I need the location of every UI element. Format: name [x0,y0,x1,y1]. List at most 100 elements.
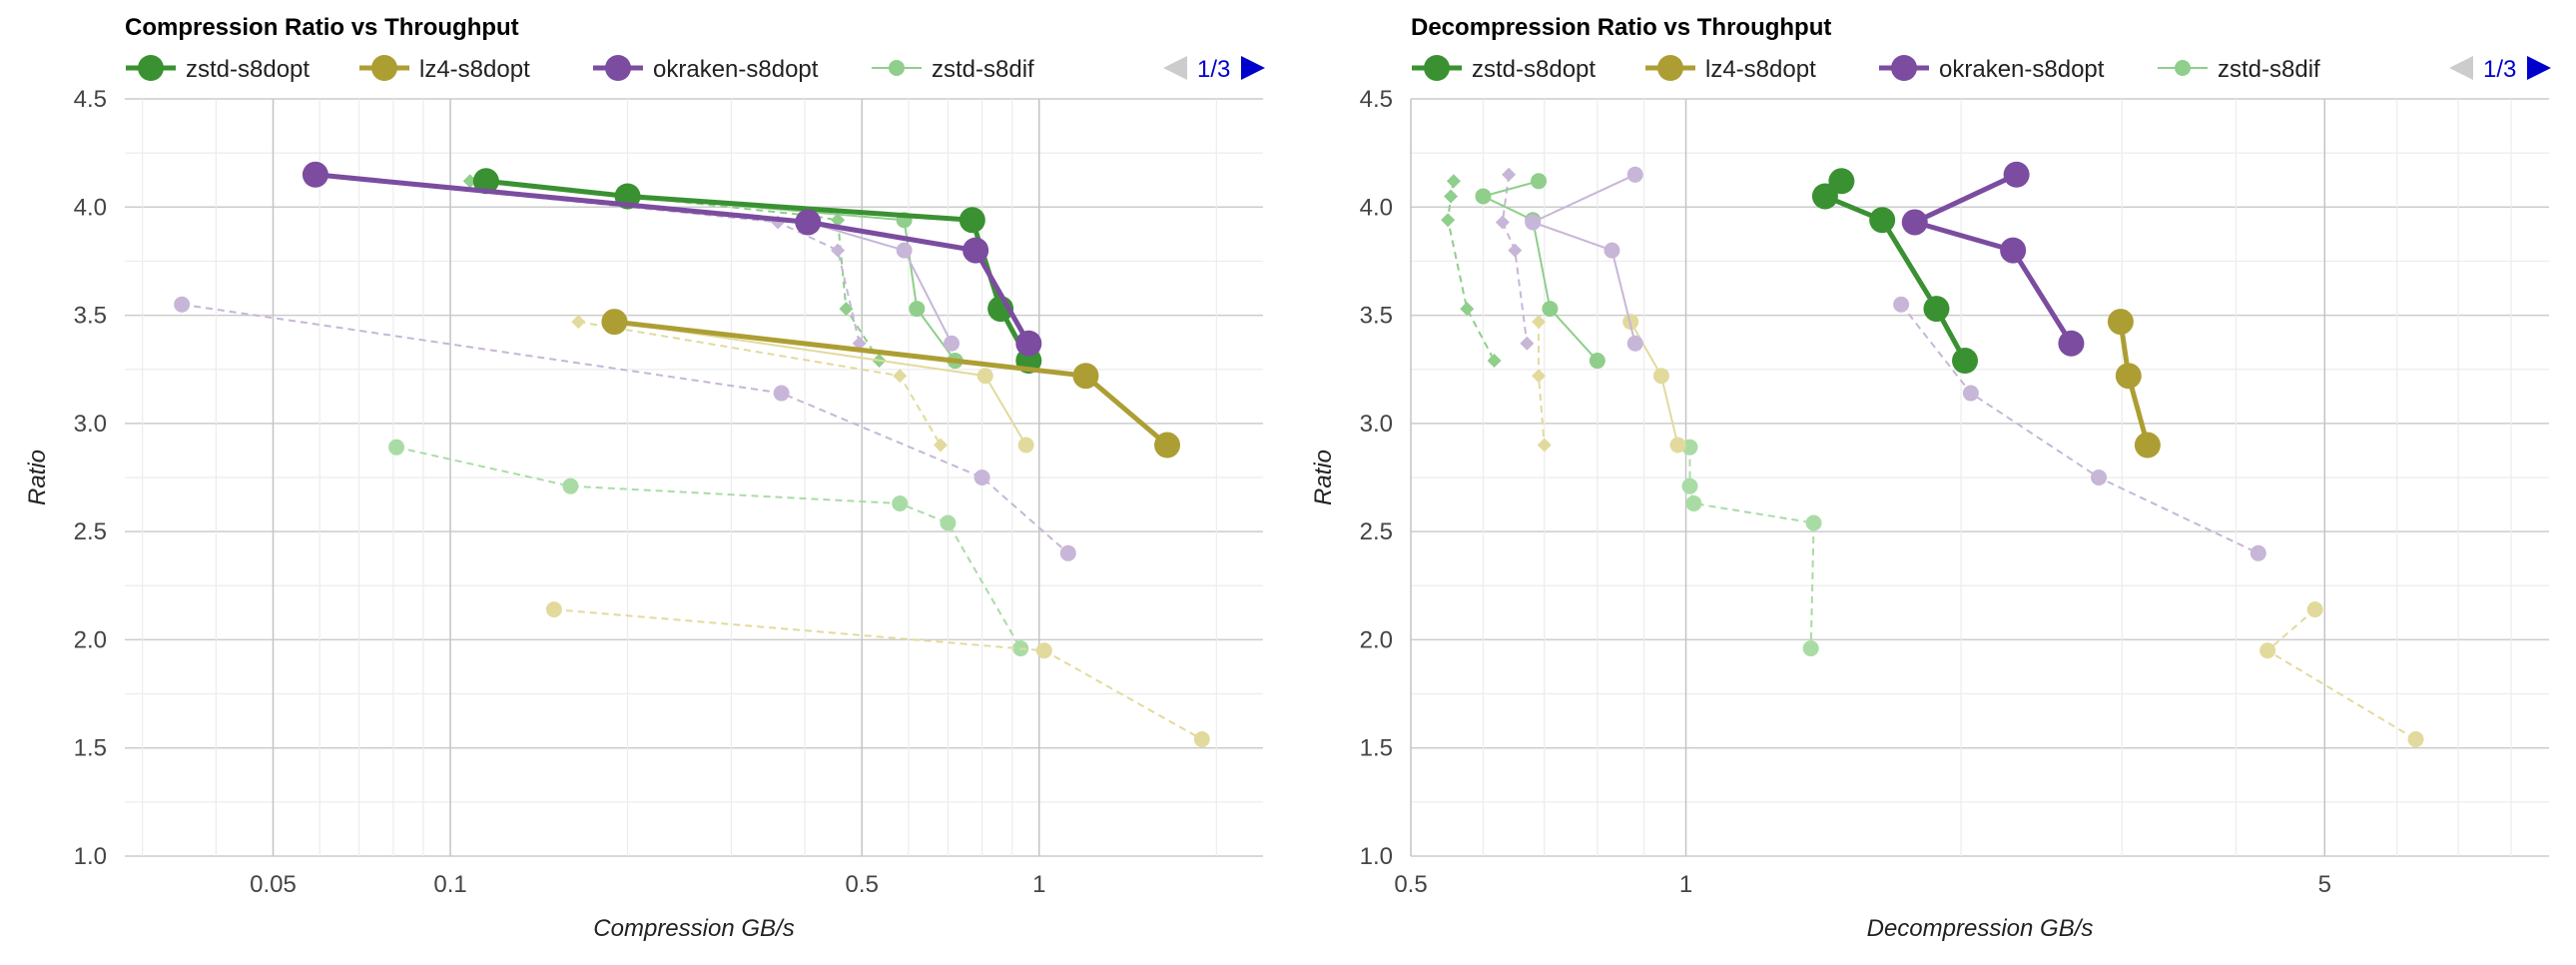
data-point[interactable] [1460,302,1475,317]
legend-marker [889,60,905,76]
data-point[interactable] [562,478,579,494]
data-point[interactable] [302,161,328,188]
data-point[interactable] [472,168,499,195]
data-point[interactable] [2115,363,2142,390]
data-point[interactable] [2058,330,2085,357]
data-point[interactable] [1811,183,1838,210]
data-point[interactable] [1532,369,1547,384]
legend-item-zstd-s8dopt[interactable]: zstd-s8dopt [126,55,310,83]
data-point[interactable] [174,296,191,313]
data-point[interactable] [1669,437,1686,454]
data-point[interactable] [1869,207,1896,234]
pager-prev-icon[interactable] [1163,56,1187,80]
data-point[interactable] [944,335,961,352]
series-okraken-faint-9 [1525,166,1643,352]
data-point[interactable] [1035,642,1052,659]
data-point[interactable] [1893,296,1910,313]
series-okraken-s8dopt [1901,161,2085,357]
data-point[interactable] [1072,363,1099,390]
data-point[interactable] [1589,353,1606,370]
data-point[interactable] [976,368,993,385]
data-point[interactable] [1475,188,1492,205]
data-point[interactable] [1681,478,1698,494]
data-point[interactable] [1604,242,1620,259]
legend-item-lz4-s8dopt[interactable]: lz4-s8dopt [359,55,530,83]
data-point[interactable] [2259,642,2276,659]
series-zstd-s8dopt [472,168,1042,375]
legend-item-okraken-s8dopt[interactable]: okraken-s8dopt [1879,55,2105,83]
y-tick-label: 3.0 [1360,411,1393,438]
data-point[interactable] [1193,731,1210,748]
legend-item-zstd-s8dif[interactable]: zstd-s8dif [872,56,1034,83]
data-point[interactable] [1802,640,1819,657]
data-point[interactable] [893,369,908,384]
data-point[interactable] [1652,368,1669,385]
data-point[interactable] [1901,209,1928,236]
data-point[interactable] [959,207,985,234]
data-point[interactable] [1017,437,1034,454]
data-point[interactable] [571,315,586,330]
data-point[interactable] [2107,309,2134,336]
data-point[interactable] [601,309,628,336]
pager-prev-icon[interactable] [2449,56,2473,80]
data-point[interactable] [1154,432,1181,459]
data-point[interactable] [1487,354,1502,369]
y-tick-label: 4.5 [74,86,107,113]
data-point[interactable] [1626,166,1643,183]
data-point[interactable] [1015,330,1042,357]
data-point[interactable] [1685,494,1702,511]
data-point[interactable] [892,494,909,511]
data-point[interactable] [1495,215,1510,230]
data-point[interactable] [1626,335,1643,352]
data-point[interactable] [852,336,867,351]
series-line [1688,447,1815,649]
data-point[interactable] [2407,731,2424,748]
data-point[interactable] [933,438,948,453]
data-point[interactable] [388,439,405,456]
legend-item-zstd-s8dif[interactable]: zstd-s8dif [2158,56,2320,83]
data-point[interactable] [1520,336,1535,351]
data-point[interactable] [1441,213,1456,228]
data-point[interactable] [909,301,926,318]
data-point[interactable] [1537,438,1552,453]
data-point[interactable] [2003,161,2030,188]
data-point[interactable] [1508,243,1523,258]
data-point[interactable] [1502,167,1517,182]
data-point[interactable] [831,243,846,258]
legend-item-zstd-s8dopt[interactable]: zstd-s8dopt [1412,55,1596,83]
data-point[interactable] [831,213,846,228]
legend-label: okraken-s8dopt [1939,56,2105,83]
data-point[interactable] [1444,189,1459,204]
data-point[interactable] [2250,544,2266,561]
data-point[interactable] [1681,439,1698,456]
data-point[interactable] [940,514,957,531]
legend-label: zstd-s8dopt [1472,56,1596,83]
series-zstd-faint-5 [388,439,1029,657]
pager-next-icon[interactable] [1241,56,1265,80]
data-point[interactable] [1525,214,1542,231]
legend-item-lz4-s8dopt[interactable]: lz4-s8dopt [1645,55,1816,83]
data-point[interactable] [1542,301,1559,318]
data-point[interactable] [1805,514,1822,531]
pager-next-icon[interactable] [2527,56,2551,80]
data-point[interactable] [973,470,990,485]
data-point[interactable] [896,242,913,259]
data-point[interactable] [1531,173,1548,190]
data-point[interactable] [1059,544,1076,561]
data-point[interactable] [773,385,790,402]
legend-item-okraken-s8dopt[interactable]: okraken-s8dopt [593,55,819,83]
data-point[interactable] [462,174,477,189]
data-point[interactable] [963,237,989,264]
data-point[interactable] [2000,237,2027,264]
data-point[interactable] [1828,168,1855,195]
data-point[interactable] [795,209,822,236]
data-point[interactable] [1952,348,1979,375]
data-point[interactable] [1446,174,1461,189]
data-point[interactable] [1962,385,1979,402]
data-point[interactable] [1923,296,1950,323]
data-point[interactable] [2091,470,2108,485]
data-point[interactable] [1532,315,1547,330]
data-point[interactable] [2306,601,2323,618]
data-point[interactable] [545,601,562,618]
data-point[interactable] [2134,432,2161,459]
